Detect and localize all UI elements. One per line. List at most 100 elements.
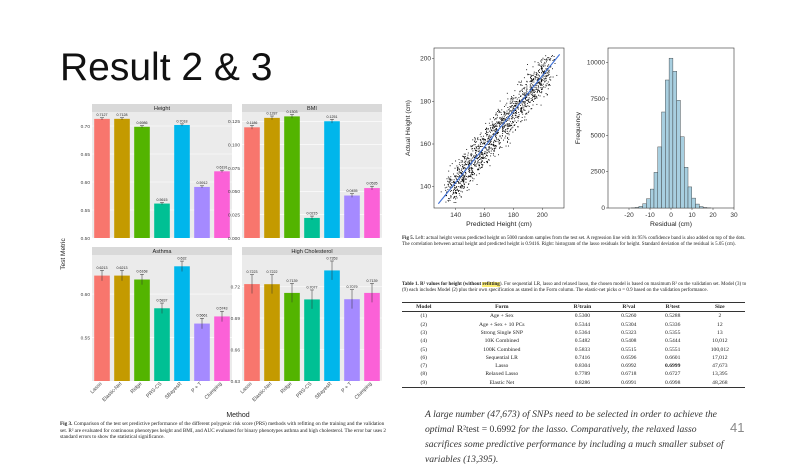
table-cell: 0.5323 [607, 329, 651, 337]
facet-asthma-x-tick-label: Lasso [89, 381, 103, 395]
facet-height-data-label: 0.5912 [197, 181, 208, 185]
scatter-point [491, 147, 492, 148]
scatter-point [515, 117, 516, 118]
facet-asthma-title: Asthma [153, 249, 173, 255]
facet-high-cholesterol-bar [304, 299, 320, 381]
facet-high-cholesterol-bar [284, 293, 300, 381]
scatter-point [486, 149, 487, 150]
scatter-point [471, 154, 472, 155]
facet-high-cholesterol-data-label: 0.7139 [367, 279, 378, 283]
scatter-point [516, 103, 517, 104]
facet-high-cholesterol-data-label: 0.7222 [267, 270, 278, 274]
scatter-point [453, 181, 454, 182]
scatter-point [480, 139, 481, 140]
facet-asthma-y-tick-label: 0.55 [81, 335, 91, 341]
scatter-point [502, 133, 503, 134]
scatter-point [515, 105, 516, 106]
scatter-point [538, 86, 539, 87]
scatter-point [536, 85, 537, 86]
scatter-point [493, 125, 494, 126]
scatter-point [508, 114, 509, 115]
scatter-point [466, 179, 467, 180]
scatter-point [528, 112, 529, 113]
scatter-point [450, 195, 451, 196]
scatter-point [458, 191, 459, 192]
scatter-point [511, 96, 512, 97]
scatter-point [456, 175, 457, 176]
scatter-point [544, 81, 545, 82]
scatter-point [457, 189, 458, 190]
scatter-point [540, 87, 541, 88]
scatter-point [474, 165, 475, 166]
scatter-point [457, 190, 458, 191]
scatter-point [478, 157, 479, 158]
scatter-point [465, 161, 466, 162]
facet-asthma-bar [114, 276, 130, 381]
scatter-point [475, 165, 476, 166]
scatter-point [547, 72, 548, 73]
scatter-point [483, 138, 484, 139]
scatter-point [509, 123, 510, 124]
scatter-point [499, 111, 500, 112]
scatter-point [469, 172, 470, 173]
scatter-point [544, 62, 545, 63]
scatter-point [530, 84, 531, 85]
scatter-point [450, 176, 451, 177]
scatter-point [487, 152, 488, 153]
scatter-point [499, 123, 500, 124]
scatter-point [499, 123, 500, 124]
facet-asthma-bar [134, 280, 150, 381]
scatter-point [512, 127, 513, 128]
facet-bmi-data-label: 0.0535 [367, 182, 378, 186]
scatter-point [469, 170, 470, 171]
scatter-point [491, 153, 492, 154]
scatter-point [504, 118, 505, 119]
scatter-point [463, 168, 464, 169]
scatter-point [468, 183, 469, 184]
scatter-point [504, 111, 505, 112]
scatter-point [547, 73, 548, 74]
scatter-point [541, 65, 542, 66]
scatter-point [536, 74, 537, 75]
scatter-point [525, 98, 526, 99]
scatter-point [500, 135, 501, 136]
scatter-point [481, 154, 482, 155]
scatter-point [456, 192, 457, 193]
scatter-point [478, 160, 479, 161]
scatter-point [494, 124, 495, 125]
scatter-point [500, 124, 501, 125]
facet-asthma-data-label: 0.5743 [217, 307, 228, 311]
scatter-point [533, 66, 534, 67]
scatter-point [479, 155, 480, 156]
scatter-point [552, 68, 553, 69]
scatter-point [461, 181, 462, 182]
scatter-point [451, 185, 452, 186]
facet-high-cholesterol-data-label: 0.7077 [307, 285, 318, 289]
scatter-point [486, 158, 487, 159]
scatter-point [543, 84, 544, 85]
scatter-point [485, 156, 486, 157]
scatter-point [483, 136, 484, 137]
table-cell: (7) [402, 362, 446, 370]
scatter-point [549, 74, 550, 75]
scatter-point [476, 154, 477, 155]
scatter-point [487, 150, 488, 151]
scatter-point [524, 92, 525, 93]
scatter-point [495, 134, 496, 135]
scatter-point [494, 127, 495, 128]
table-cell: 0.6991 [607, 379, 651, 388]
scatter-point [540, 92, 541, 93]
table1-caption-highlight: refitting [482, 282, 499, 287]
scatter-point [511, 123, 512, 124]
scatter-point [509, 113, 510, 114]
fig3-bar-charts: Test Metric Method Height0.500.550.600.6… [58, 104, 388, 420]
scatter-point [496, 130, 497, 131]
scatter-point [479, 156, 480, 157]
scatter-point [482, 143, 483, 144]
scatter-point [482, 160, 483, 161]
table-cell: 0.5482 [558, 337, 607, 345]
scatter-point [515, 110, 516, 111]
histogram-y-tick-label: 10000 [587, 60, 605, 67]
